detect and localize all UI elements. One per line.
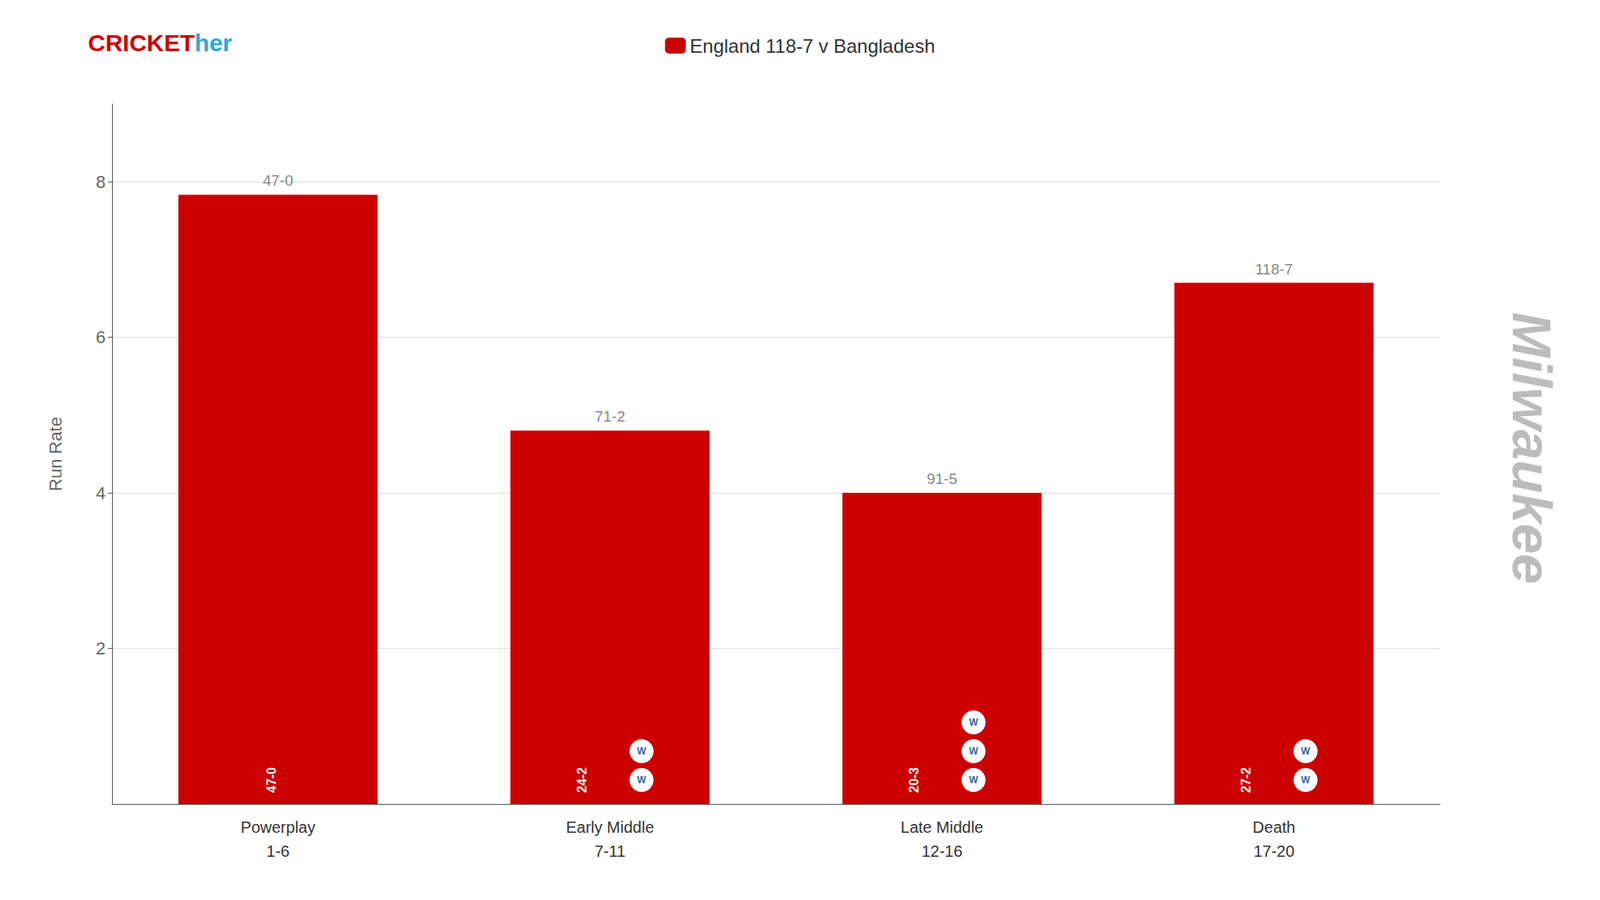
svg-text:118-7: 118-7 <box>1255 260 1293 278</box>
svg-text:W: W <box>968 745 979 757</box>
svg-text:W: W <box>636 774 647 786</box>
svg-text:27-2: 27-2 <box>1239 767 1253 793</box>
svg-text:20-3: 20-3 <box>907 767 921 793</box>
svg-text:1-6: 1-6 <box>266 842 290 860</box>
svg-text:W: W <box>1300 774 1311 786</box>
svg-text:her: her <box>194 29 232 56</box>
svg-text:CRICKET: CRICKET <box>88 29 195 56</box>
svg-text:47-0: 47-0 <box>264 767 279 793</box>
svg-text:7-11: 7-11 <box>594 842 626 860</box>
svg-text:England 118-7 v Bangladesh: England 118-7 v Bangladesh <box>689 35 935 57</box>
svg-text:24-2: 24-2 <box>575 767 589 793</box>
svg-text:W: W <box>968 716 979 728</box>
svg-text:2: 2 <box>96 638 106 659</box>
svg-text:91-5: 91-5 <box>926 470 957 488</box>
svg-text:71-2: 71-2 <box>594 408 625 425</box>
svg-text:17-20: 17-20 <box>1253 842 1295 860</box>
svg-text:W: W <box>968 774 979 786</box>
svg-text:Early Middle: Early Middle <box>565 818 654 836</box>
svg-text:12-16: 12-16 <box>921 842 963 860</box>
svg-text:W: W <box>636 745 647 757</box>
svg-text:Death: Death <box>1252 818 1296 836</box>
svg-text:4: 4 <box>96 483 106 504</box>
svg-text:Powerplay: Powerplay <box>240 818 316 836</box>
svg-text:Milwaukee: Milwaukee <box>1501 312 1563 584</box>
svg-text:47-0: 47-0 <box>262 172 293 189</box>
svg-text:8: 8 <box>96 172 106 192</box>
svg-text:W: W <box>1300 745 1311 757</box>
svg-text:6: 6 <box>96 327 106 348</box>
svg-text:Late Middle: Late Middle <box>900 818 984 836</box>
svg-text:Run Rate: Run Rate <box>45 416 66 492</box>
